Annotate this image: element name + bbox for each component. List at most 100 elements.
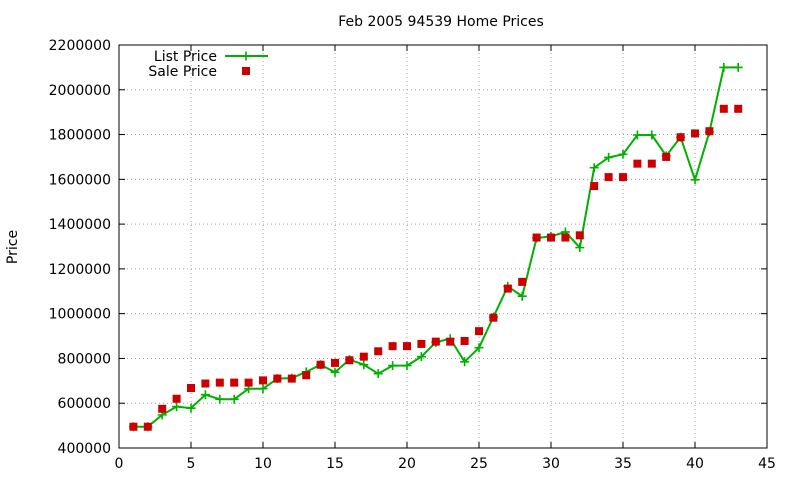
sale-price-point <box>691 129 699 138</box>
sale-price-point <box>172 394 181 403</box>
x-tick-label: 5 <box>187 456 196 472</box>
list-price-line <box>133 66 739 428</box>
list-price-point <box>632 130 642 140</box>
sale-price-point <box>662 152 671 161</box>
legend: List Price Sale Price <box>148 49 268 80</box>
sale-price-point <box>676 133 685 142</box>
sale-price-point <box>604 173 613 182</box>
list-price-point <box>359 360 369 370</box>
sale-price-point <box>273 374 282 383</box>
list-price-point <box>460 357 470 367</box>
y-tick-label: 1000000 <box>49 307 111 323</box>
sale-price-point <box>518 277 527 286</box>
x-tick-label: 0 <box>115 456 124 472</box>
sale-price-point <box>647 159 656 168</box>
list-price-point <box>618 149 628 159</box>
y-axis-label: Price <box>5 230 21 264</box>
x-tick-label: 10 <box>254 456 272 472</box>
legend-label-sale-price: Sale Price <box>148 64 217 80</box>
sale-price-point <box>129 422 138 431</box>
legend-label-list-price: List Price <box>154 49 217 65</box>
sale-price-point <box>575 231 584 240</box>
list-price-point <box>733 62 743 72</box>
series-sale-price <box>129 104 743 431</box>
y-tick-label: 800000 <box>58 351 111 367</box>
sale-price-point <box>345 356 354 365</box>
sale-price-point <box>417 339 426 348</box>
sale-price-point <box>230 378 239 387</box>
list-price-point <box>258 384 268 394</box>
sale-price-point <box>158 404 167 413</box>
sale-price-point <box>388 342 397 351</box>
y-tick-label: 1600000 <box>49 172 111 188</box>
x-tick-label: 35 <box>614 456 632 472</box>
x-tick-label: 45 <box>758 456 776 472</box>
sale-price-point <box>705 127 714 136</box>
legend-marker-list-price <box>241 51 251 61</box>
y-tick-label: 2200000 <box>49 38 111 54</box>
sale-price-point <box>503 284 512 293</box>
sale-price-point <box>561 233 570 242</box>
sale-price-point <box>633 159 642 168</box>
sale-price-point <box>719 104 728 113</box>
sale-price-point <box>359 352 368 361</box>
y-tick-label: 600000 <box>58 396 111 412</box>
sale-price-point <box>489 313 498 322</box>
grid-lines <box>119 45 767 448</box>
y-tick-label: 1200000 <box>49 262 111 278</box>
list-price-point <box>690 175 700 185</box>
sale-price-point <box>547 233 555 242</box>
sale-price-point <box>287 374 296 383</box>
list-price-point <box>719 62 729 72</box>
list-price-point <box>589 163 599 173</box>
series-list-price <box>128 62 743 432</box>
sale-price-point <box>374 347 383 356</box>
list-price-point <box>647 130 657 140</box>
list-price-point <box>402 361 412 371</box>
sale-price-point <box>460 336 469 345</box>
sale-price-point <box>187 383 195 392</box>
x-tick-label: 20 <box>398 456 416 472</box>
sale-price-point <box>143 422 152 431</box>
x-tick-label: 40 <box>686 456 704 472</box>
x-tick-label: 15 <box>326 456 344 472</box>
y-tick-label: 2000000 <box>49 83 111 99</box>
list-price-point <box>604 152 614 162</box>
sale-price-point <box>734 104 743 113</box>
list-price-point <box>388 361 398 371</box>
chart-title: Feb 2005 94539 Home Prices <box>338 14 544 30</box>
sale-price-point <box>619 173 627 182</box>
list-price-point <box>416 352 426 362</box>
legend-marker-sale-price <box>242 67 250 75</box>
sale-price-point <box>244 378 253 387</box>
sale-price-point <box>259 376 267 385</box>
sale-price-point <box>475 327 483 336</box>
list-price-point <box>186 403 196 413</box>
sale-price-point <box>316 360 325 369</box>
list-price-point <box>373 369 383 379</box>
y-tick-label: 1800000 <box>49 128 111 144</box>
y-tick-label: 400000 <box>58 441 111 457</box>
x-tick-label: 25 <box>470 456 488 472</box>
plot-area-frame <box>118 44 768 449</box>
x-tick-label: 30 <box>542 456 560 472</box>
list-price-point <box>200 390 210 400</box>
y-tick-label: 1400000 <box>49 217 111 233</box>
list-price-point <box>575 243 585 253</box>
sale-price-point <box>446 337 455 346</box>
list-price-point <box>330 367 340 377</box>
sale-price-point <box>201 379 210 388</box>
sale-price-point <box>331 358 339 367</box>
list-price-point <box>215 394 225 404</box>
sale-price-point <box>431 337 440 346</box>
list-price-point <box>172 402 182 412</box>
axis-ticks: 0 5 10 15 20 25 30 35 40 45 400000 600000 800000 1000… <box>49 38 776 472</box>
list-price-point <box>474 343 484 353</box>
sale-price-point <box>215 378 224 387</box>
list-price-point <box>517 291 527 301</box>
sale-price-point <box>532 233 541 242</box>
sale-price-point <box>302 371 311 380</box>
list-price-point <box>229 394 239 404</box>
sale-price-point <box>590 182 599 191</box>
